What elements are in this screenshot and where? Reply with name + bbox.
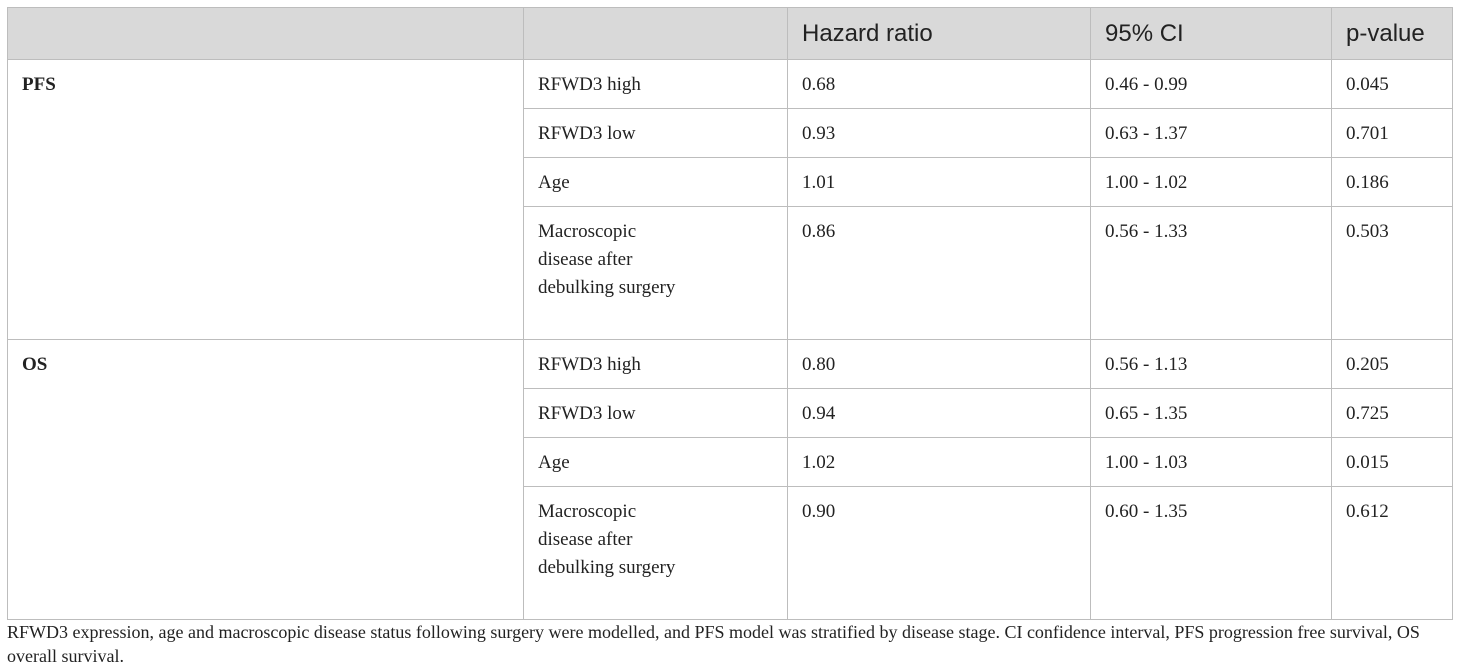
ci-cell: 0.65 - 1.35 [1090,388,1332,438]
ci-cell: 0.46 - 0.99 [1090,59,1332,109]
variable-cell: Age [523,437,788,487]
p-value-cell: 0.045 [1331,59,1453,109]
header-group [7,7,524,60]
p-value-cell: 0.205 [1331,339,1453,389]
ci-cell: 0.63 - 1.37 [1090,108,1332,158]
hazard-ratio-table-container: Hazard ratio 95% CI p-value PFS RFWD3 hi… [7,7,1453,620]
p-value-cell: 0.503 [1331,206,1453,340]
ci-cell: 1.00 - 1.03 [1090,437,1332,487]
hazard-ratio-table: Hazard ratio 95% CI p-value PFS RFWD3 hi… [7,7,1453,620]
table-row: Age 1.01 1.00 - 1.02 0.186 [8,157,1453,207]
ci-cell: 1.00 - 1.02 [1090,157,1332,207]
variable-cell: Age [523,157,788,207]
ci-cell: 0.60 - 1.35 [1090,486,1332,620]
header-hazard-ratio: Hazard ratio [787,7,1091,60]
table-row: OS RFWD3 high 0.80 0.56 - 1.13 0.205 [7,339,1453,620]
variable-cell: Macroscopic disease after debulking surg… [523,486,788,620]
hazard-ratio-cell: 0.93 [787,108,1091,158]
p-value-cell: 0.612 [1331,486,1453,620]
header-p-value: p-value [1331,7,1453,60]
p-value-cell: 0.015 [1331,437,1453,487]
table-footnote: RFWD3 expression, age and macroscopic di… [7,622,1420,666]
p-value-cell: 0.701 [1331,108,1453,158]
p-value-cell: 0.186 [1331,157,1453,207]
variable-cell: RFWD3 low [523,388,788,438]
table-row: PFS RFWD3 high 0.68 0.46 - 0.99 0.045 [7,59,1453,340]
hazard-ratio-cell: 0.80 [787,339,1091,389]
hazard-ratio-cell: 0.68 [787,59,1091,109]
variable-cell: Macroscopic disease after debulking surg… [523,206,788,340]
hazard-ratio-cell: 1.01 [787,157,1091,207]
variable-cell: RFWD3 high [523,339,788,389]
hazard-ratio-cell: 0.86 [787,206,1091,340]
header-variable [523,7,788,60]
variable-cell: RFWD3 low [523,108,788,158]
table-row: Macroscopic disease after debulking surg… [8,486,1453,620]
variable-text: Macroscopic disease after debulking surg… [538,221,676,298]
table-row: Age 1.02 1.00 - 1.03 0.015 [8,437,1453,487]
table-row: RFWD3 low 0.94 0.65 - 1.35 0.725 [8,388,1453,438]
group-label-pfs: PFS [7,59,524,340]
hazard-ratio-cell: 1.02 [787,437,1091,487]
p-value-cell: 0.725 [1331,388,1453,438]
table-header-row: Hazard ratio 95% CI p-value [7,7,1453,60]
hazard-ratio-cell: 0.94 [787,388,1091,438]
variable-text: Macroscopic disease after debulking surg… [538,501,676,578]
table-row: RFWD3 low 0.93 0.63 - 1.37 0.701 [8,108,1453,158]
table-row: Macroscopic disease after debulking surg… [8,206,1453,340]
ci-cell: 0.56 - 1.33 [1090,206,1332,340]
hazard-ratio-cell: 0.90 [787,486,1091,620]
group-label-os: OS [7,339,524,620]
ci-cell: 0.56 - 1.13 [1090,339,1332,389]
header-ci: 95% CI [1090,7,1332,60]
variable-cell: RFWD3 high [523,59,788,109]
